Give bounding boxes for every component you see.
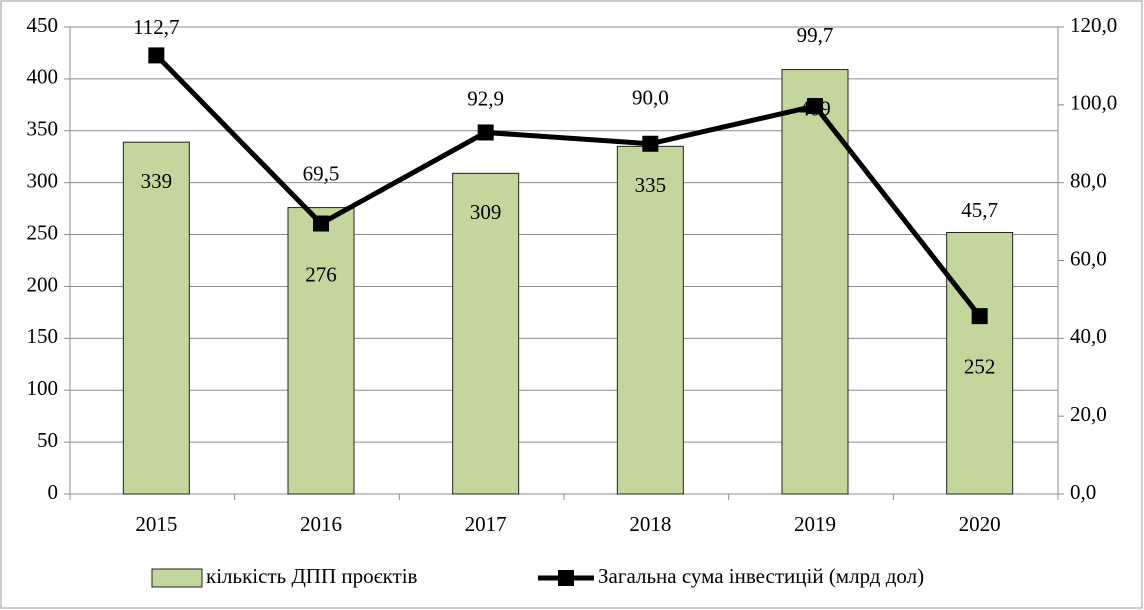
x-tick-label: 2018 xyxy=(629,512,671,536)
y2-tick-label: 120,0 xyxy=(1070,13,1117,37)
line-marker xyxy=(642,135,659,152)
line-marker xyxy=(313,215,329,232)
y-tick-label: 300 xyxy=(27,168,59,192)
legend-label: Загальна сума інвестицій (млрд дол) xyxy=(598,564,924,588)
bar-value-label: 335 xyxy=(635,173,667,197)
bar xyxy=(287,207,355,495)
x-tick-label: 2020 xyxy=(959,512,1001,536)
bar xyxy=(616,145,684,495)
bar xyxy=(781,69,849,495)
y-tick-label: 50 xyxy=(37,428,58,452)
x-tick-label: 2019 xyxy=(794,512,836,536)
bar-value-label: 276 xyxy=(305,262,337,286)
line-marker xyxy=(807,98,823,115)
line-value-label: 45,7 xyxy=(961,198,998,222)
x-tick-label: 2016 xyxy=(300,512,342,536)
line-value-label: 90,0 xyxy=(632,86,669,110)
y-tick-label: 400 xyxy=(27,65,59,89)
legend-swatch xyxy=(151,568,203,588)
line-marker xyxy=(477,124,494,141)
y2-tick-label: 100,0 xyxy=(1070,91,1117,115)
line-value-label: 99,7 xyxy=(797,23,834,47)
line-value-label: 69,5 xyxy=(303,161,340,185)
y-tick-label: 250 xyxy=(27,220,59,244)
line-value-label: 92,9 xyxy=(467,86,504,110)
bar xyxy=(946,231,1014,495)
y2-tick-label: 60,0 xyxy=(1070,246,1107,270)
x-tick-label: 2015 xyxy=(135,512,177,536)
line-marker xyxy=(148,47,165,64)
y-tick-label: 200 xyxy=(27,272,59,296)
x-tick-label: 2017 xyxy=(465,512,507,536)
y-tick-label: 350 xyxy=(27,117,59,141)
y-tick-label: 0 xyxy=(48,480,59,504)
line-marker xyxy=(971,308,988,325)
legend-label: кількість ДПП проєктів xyxy=(206,564,418,588)
bar-value-label: 339 xyxy=(141,169,173,193)
y-tick-label: 450 xyxy=(27,13,59,37)
line-value-label: 112,7 xyxy=(133,15,179,39)
bar xyxy=(452,172,520,495)
y-tick-label: 100 xyxy=(27,376,59,400)
legend-marker xyxy=(558,570,574,586)
y2-tick-label: 80,0 xyxy=(1070,168,1107,192)
y2-tick-label: 40,0 xyxy=(1070,324,1107,348)
y-tick-label: 150 xyxy=(27,324,59,348)
bar-value-label: 309 xyxy=(470,200,502,224)
bar xyxy=(122,141,190,495)
bar-value-label: 252 xyxy=(964,354,996,378)
y2-tick-label: 0,0 xyxy=(1070,480,1096,504)
line xyxy=(154,53,982,318)
y2-tick-label: 20,0 xyxy=(1070,402,1107,426)
